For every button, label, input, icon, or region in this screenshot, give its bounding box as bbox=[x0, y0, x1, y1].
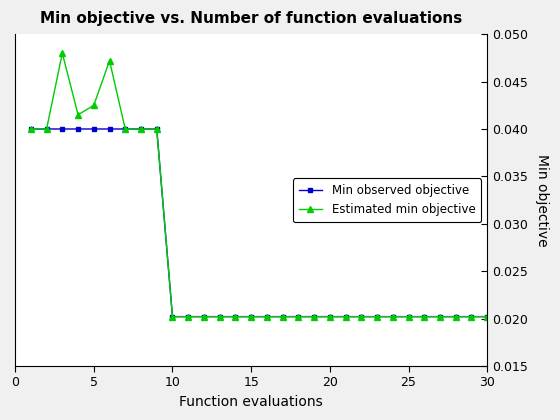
Min observed objective bbox=[326, 314, 333, 319]
Min observed objective bbox=[264, 314, 270, 319]
Min observed objective bbox=[43, 126, 50, 131]
Min observed objective bbox=[295, 314, 302, 319]
Estimated min objective bbox=[342, 314, 349, 319]
Min observed objective bbox=[374, 314, 380, 319]
Estimated min objective bbox=[326, 314, 333, 319]
Estimated min objective bbox=[216, 314, 223, 319]
Line: Estimated min objective: Estimated min objective bbox=[28, 50, 490, 320]
Min observed objective bbox=[405, 314, 412, 319]
Line: Min observed objective: Min observed objective bbox=[29, 126, 489, 319]
Estimated min objective bbox=[484, 314, 491, 319]
X-axis label: Function evaluations: Function evaluations bbox=[179, 395, 323, 409]
Estimated min objective bbox=[27, 126, 34, 131]
Min observed objective bbox=[437, 314, 444, 319]
Estimated min objective bbox=[232, 314, 239, 319]
Min observed objective bbox=[90, 126, 97, 131]
Min observed objective bbox=[138, 126, 144, 131]
Min observed objective bbox=[59, 126, 66, 131]
Min observed objective bbox=[389, 314, 396, 319]
Min observed objective bbox=[468, 314, 475, 319]
Min observed objective bbox=[122, 126, 129, 131]
Estimated min objective bbox=[185, 314, 192, 319]
Estimated min objective bbox=[374, 314, 380, 319]
Min observed objective bbox=[248, 314, 254, 319]
Min observed objective bbox=[311, 314, 318, 319]
Title: Min objective vs. Number of function evaluations: Min objective vs. Number of function eva… bbox=[40, 11, 462, 26]
Min observed objective bbox=[74, 126, 81, 131]
Estimated min objective bbox=[405, 314, 412, 319]
Min observed objective bbox=[484, 314, 491, 319]
Y-axis label: Min objective: Min objective bbox=[535, 154, 549, 247]
Min observed objective bbox=[216, 314, 223, 319]
Estimated min objective bbox=[279, 314, 286, 319]
Estimated min objective bbox=[295, 314, 302, 319]
Min observed objective bbox=[279, 314, 286, 319]
Min observed objective bbox=[421, 314, 428, 319]
Estimated min objective bbox=[90, 103, 97, 108]
Min observed objective bbox=[106, 126, 113, 131]
Estimated min objective bbox=[138, 126, 144, 131]
Min observed objective bbox=[153, 126, 160, 131]
Min observed objective bbox=[185, 314, 192, 319]
Estimated min objective bbox=[59, 51, 66, 56]
Legend: Min observed objective, Estimated min objective: Min observed objective, Estimated min ob… bbox=[293, 178, 481, 222]
Estimated min objective bbox=[169, 314, 176, 319]
Min observed objective bbox=[232, 314, 239, 319]
Estimated min objective bbox=[248, 314, 254, 319]
Min observed objective bbox=[342, 314, 349, 319]
Estimated min objective bbox=[74, 112, 81, 117]
Estimated min objective bbox=[452, 314, 459, 319]
Estimated min objective bbox=[200, 314, 207, 319]
Min observed objective bbox=[358, 314, 365, 319]
Estimated min objective bbox=[153, 126, 160, 131]
Estimated min objective bbox=[358, 314, 365, 319]
Estimated min objective bbox=[106, 58, 113, 63]
Estimated min objective bbox=[437, 314, 444, 319]
Min observed objective bbox=[452, 314, 459, 319]
Estimated min objective bbox=[468, 314, 475, 319]
Min observed objective bbox=[27, 126, 34, 131]
Estimated min objective bbox=[264, 314, 270, 319]
Estimated min objective bbox=[389, 314, 396, 319]
Estimated min objective bbox=[311, 314, 318, 319]
Estimated min objective bbox=[43, 126, 50, 131]
Min observed objective bbox=[200, 314, 207, 319]
Min observed objective bbox=[169, 314, 176, 319]
Estimated min objective bbox=[421, 314, 428, 319]
Estimated min objective bbox=[122, 126, 129, 131]
